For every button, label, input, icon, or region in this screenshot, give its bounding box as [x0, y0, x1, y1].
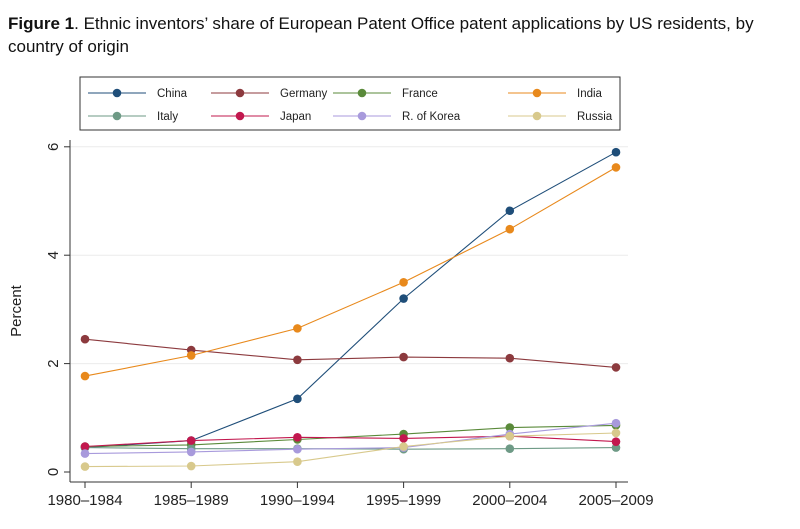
- legend-swatch-marker-china: [112, 88, 122, 98]
- axes: 0 2 4 6 1980–1984 1985–1989 1990–1994 1995–1999…: [45, 140, 654, 509]
- legend-label-japan: Japan: [280, 111, 311, 123]
- legend-swatch-marker-france: [357, 88, 367, 98]
- series-india: [80, 163, 621, 381]
- series-line-r-of-korea: [84, 422, 617, 455]
- legend: China Germany France India Italy Japan R. of K…: [88, 88, 613, 123]
- legend-swatch-marker-germany: [235, 88, 245, 98]
- data-point-germany-4: [505, 353, 515, 363]
- data-point-japan-1: [186, 436, 196, 445]
- legend-label-russia: Russia: [577, 111, 613, 123]
- series-line-india: [84, 166, 617, 377]
- legend-swatch-marker-japan: [235, 111, 245, 121]
- series-france: [80, 421, 621, 451]
- figure-label: Figure 1: [8, 14, 75, 33]
- data-point-italy-5: [611, 443, 621, 452]
- x-tick-label-3: 1995–1999: [366, 492, 441, 509]
- data-point-china-3: [399, 294, 408, 303]
- data-point-russia-0: [80, 462, 90, 471]
- legend-label-india: India: [577, 88, 603, 100]
- data-point-china-2: [293, 394, 302, 404]
- y-tick-label-0: 0: [45, 468, 62, 476]
- legend-label-china: China: [157, 88, 188, 100]
- x-tick-label-0: 1980–1984: [47, 492, 122, 509]
- data-point-germany-2: [293, 355, 302, 365]
- data-point-russia-2: [293, 457, 302, 467]
- legend-item-france: France: [333, 88, 438, 100]
- data-point-r-of-korea-1: [186, 447, 196, 457]
- data-point-russia-5: [611, 428, 621, 438]
- legend-swatch-marker-india: [532, 88, 542, 98]
- x-tick-label-2: 1990–1994: [260, 492, 335, 509]
- series-line-france: [84, 424, 617, 448]
- data-point-japan-0: [80, 442, 90, 451]
- data-point-japan-5: [611, 437, 621, 446]
- series-line-germany: [84, 338, 617, 368]
- legend-item-japan: Japan: [211, 111, 311, 123]
- legend-item-italy: Italy: [88, 111, 178, 123]
- legend-swatch-marker-r-of-korea: [357, 111, 367, 121]
- series-germany: [80, 334, 621, 372]
- series-line-japan: [84, 435, 617, 448]
- data-point-russia-3: [399, 442, 408, 451]
- legend-swatch-marker-russia: [532, 111, 542, 121]
- data-point-india-3: [399, 278, 408, 287]
- legend-item-india: India: [508, 88, 603, 100]
- data-point-r-of-korea-2: [293, 444, 302, 454]
- data-point-india-2: [293, 324, 302, 333]
- data-point-germany-0: [80, 334, 90, 344]
- legend-label-r-of-korea: R. of Korea: [402, 111, 461, 123]
- data-point-france-4: [505, 423, 515, 432]
- x-tick-label-1: 1985–1989: [154, 492, 229, 509]
- legend-item-germany: Germany: [211, 88, 328, 100]
- y-tick-label-6: 6: [45, 143, 62, 151]
- legend-item-r-of-korea: R. of Korea: [333, 111, 461, 123]
- y-tick-label-2: 2: [45, 359, 62, 367]
- series-line-russia: [84, 432, 617, 468]
- data-point-germany-3: [399, 352, 408, 362]
- data-point-india-0: [80, 371, 90, 381]
- series-china: [80, 147, 621, 452]
- data-point-china-5: [611, 147, 621, 157]
- x-tick-label-4: 2000–2004: [472, 492, 547, 509]
- figure-caption: Figure 1. Ethnic inventors’ share of Eur…: [8, 12, 792, 58]
- data-point-india-5: [611, 163, 621, 172]
- series-russia: [80, 428, 621, 471]
- legend-item-china: China: [88, 88, 188, 100]
- data-point-russia-4: [505, 431, 515, 441]
- legend-label-germany: Germany: [280, 88, 328, 100]
- figure-title: . Ethnic inventors’ share of European Pa…: [8, 14, 754, 56]
- legend-item-russia: Russia: [508, 111, 613, 123]
- data-point-russia-1: [186, 461, 196, 471]
- data-point-india-1: [186, 351, 196, 360]
- y-tick-label-4: 4: [45, 251, 62, 259]
- series-line-china: [84, 151, 617, 449]
- legend-box: [79, 76, 621, 131]
- data-point-italy-4: [505, 444, 515, 453]
- data-point-japan-2: [293, 433, 302, 442]
- data-point-india-4: [505, 224, 515, 234]
- gridlines: [70, 146, 628, 365]
- series-group: [80, 147, 621, 471]
- data-point-china-4: [505, 206, 515, 216]
- data-point-r-of-korea-0: [80, 449, 90, 458]
- data-point-r-of-korea-5: [611, 418, 621, 428]
- data-point-germany-5: [611, 363, 621, 372]
- data-point-japan-3: [399, 434, 408, 443]
- legend-swatch-marker-italy: [112, 111, 122, 121]
- legend-label-france: France: [402, 88, 438, 100]
- x-tick-label-5: 2005–2009: [578, 492, 653, 509]
- legend-label-italy: Italy: [157, 111, 178, 123]
- y-axis-label: Percent: [8, 284, 25, 337]
